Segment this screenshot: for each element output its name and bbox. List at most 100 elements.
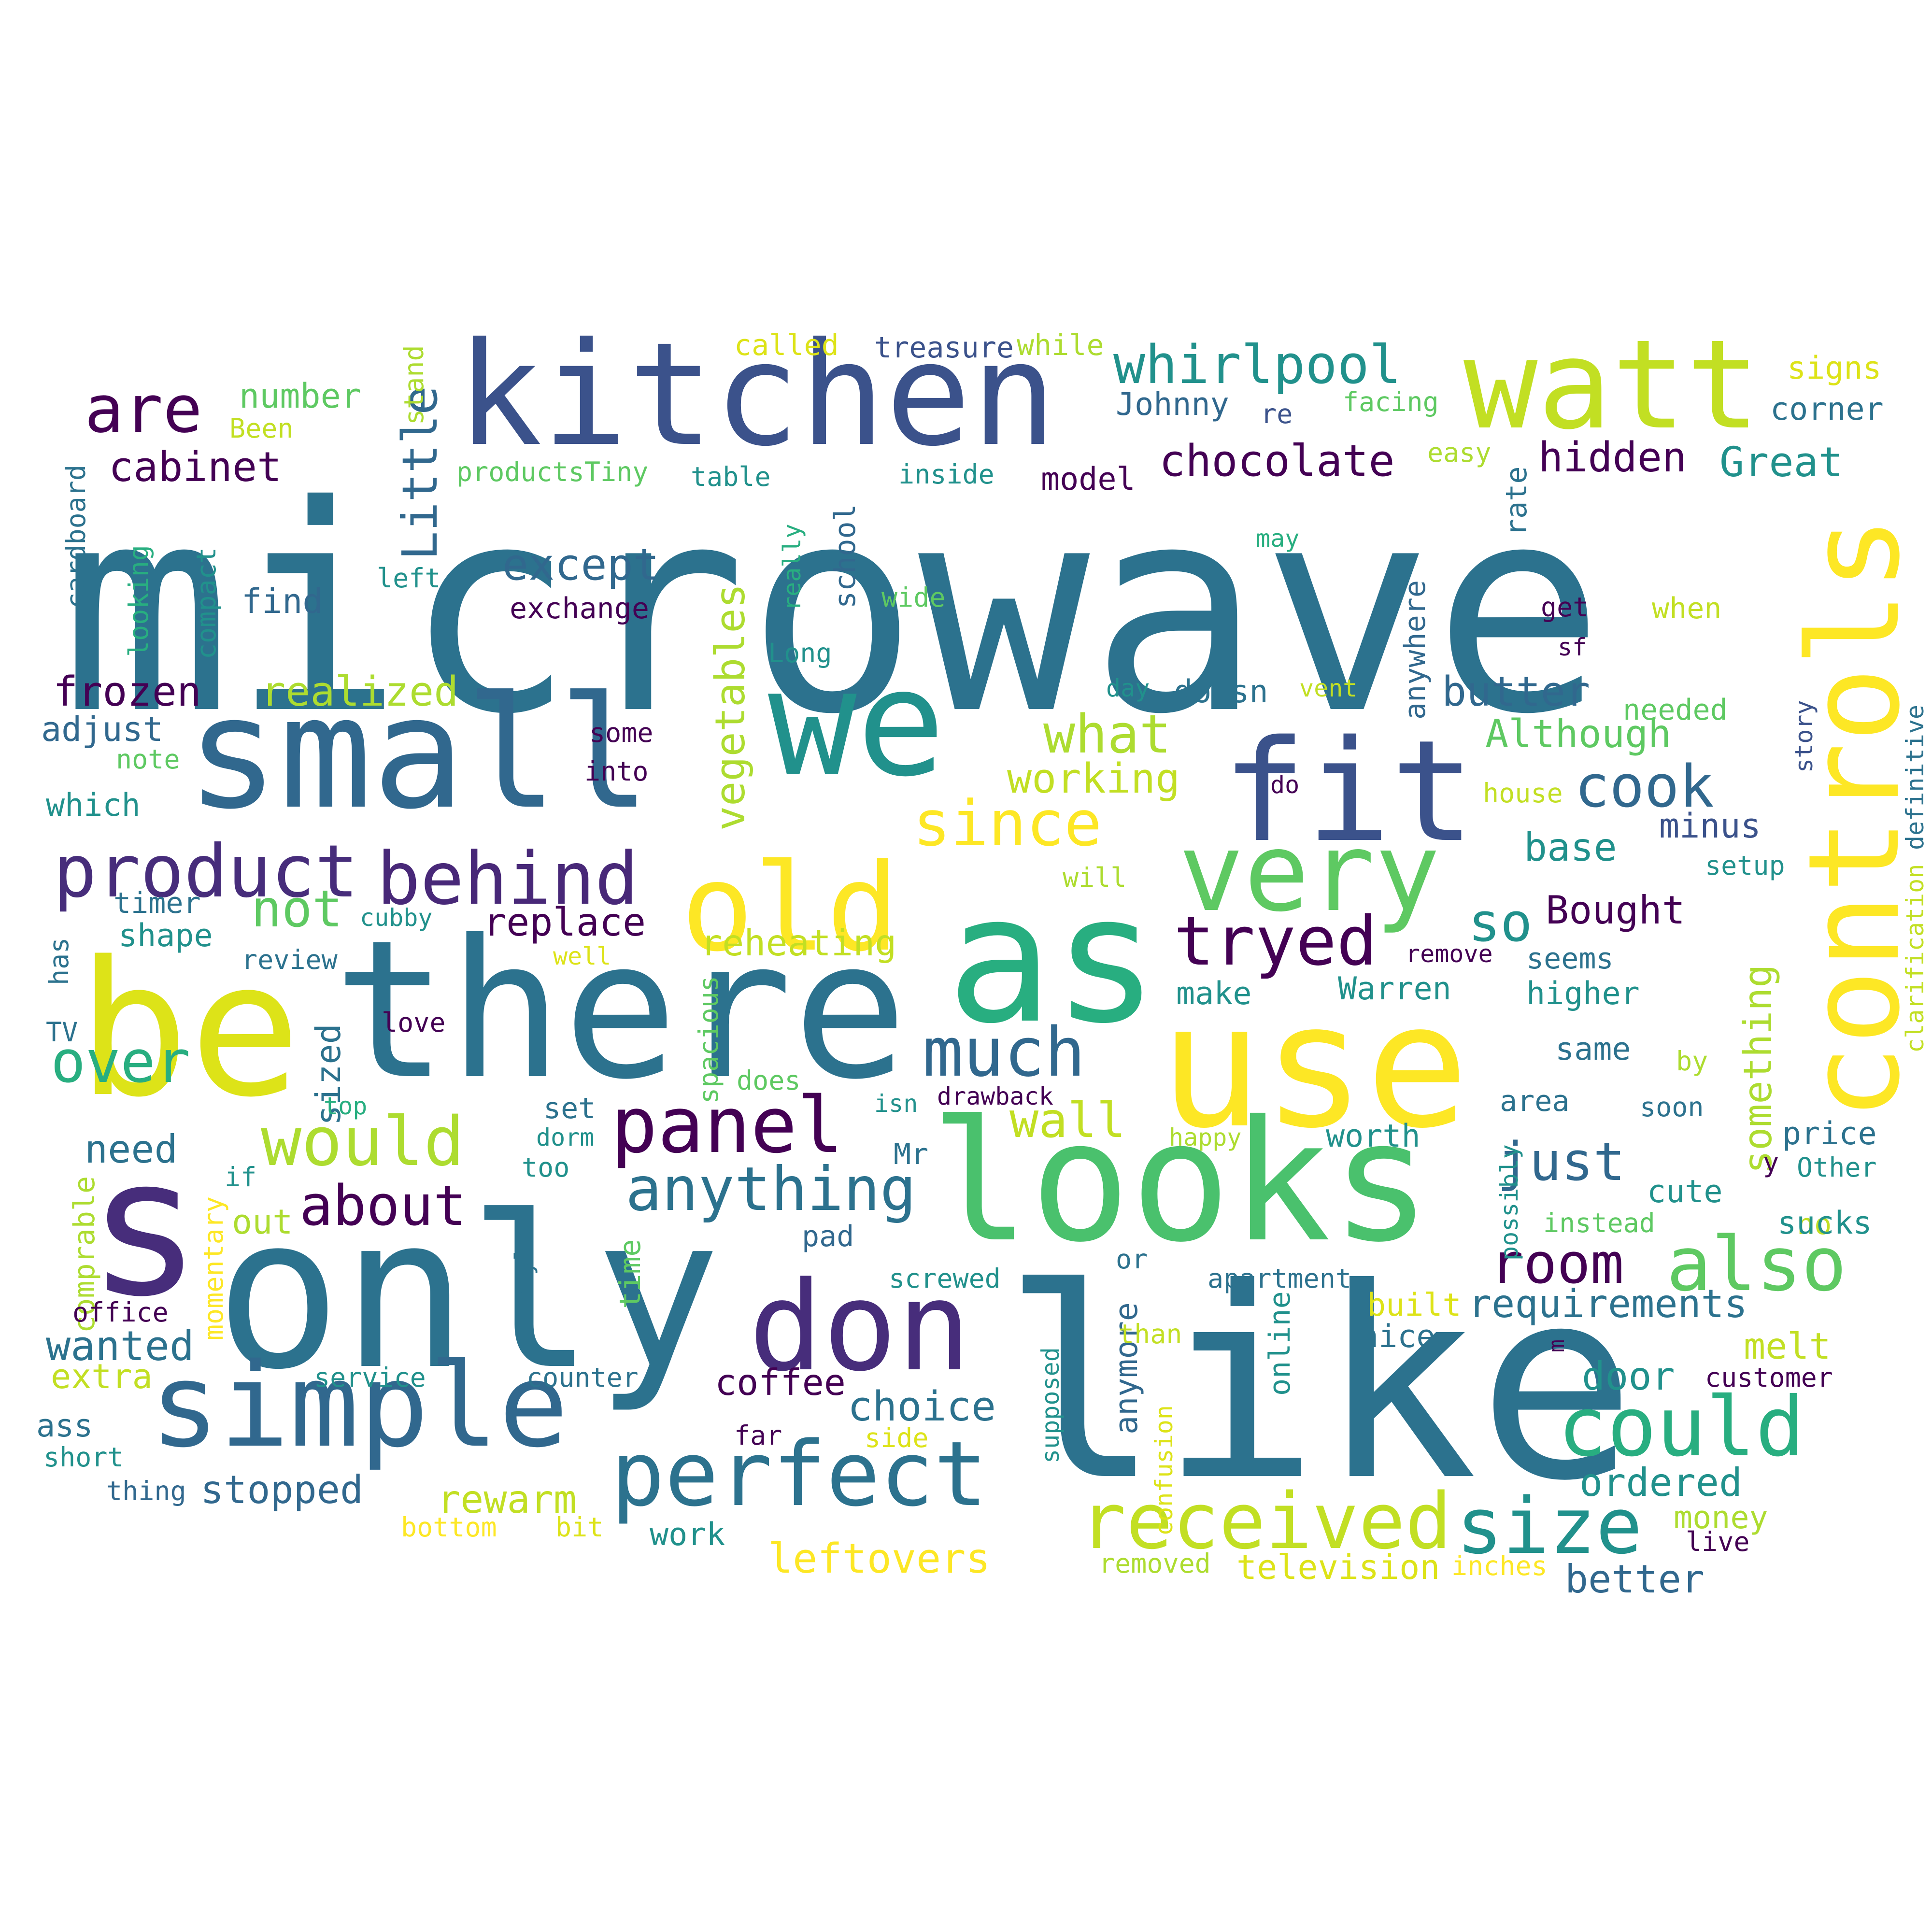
word-anything: anything: [625, 1154, 917, 1224]
word-base: base: [1524, 825, 1617, 870]
word-been: Been: [229, 413, 294, 444]
word-whirlpool: whirlpool: [1113, 334, 1402, 396]
word-number: number: [239, 376, 361, 416]
word-bought: Bought: [1546, 888, 1685, 933]
word-behind: behind: [377, 837, 639, 921]
word-side: side: [865, 1422, 929, 1453]
word-has: has: [43, 937, 74, 985]
word-could: could: [1558, 1379, 1805, 1475]
word-than: than: [1118, 1319, 1182, 1350]
word-model: model: [1041, 461, 1136, 497]
word-requirements: requirements: [1468, 1281, 1747, 1326]
word-area: area: [1500, 1084, 1570, 1118]
word-melt: melt: [1744, 1325, 1831, 1367]
word-frozen: frozen: [53, 668, 202, 716]
word-dorm: dorm: [536, 1123, 595, 1151]
word-out: out: [232, 1202, 293, 1242]
word-exchange: exchange: [510, 592, 649, 625]
word-watt: watt: [1463, 313, 1761, 457]
word-only: only: [215, 1171, 721, 1416]
word-reheating: reheating: [700, 922, 897, 964]
word-looks: looks: [930, 1085, 1432, 1279]
word-better: better: [1565, 1557, 1705, 1602]
word-something: something: [1735, 964, 1780, 1174]
word-leftovers: leftovers: [768, 1535, 991, 1583]
word-short: short: [43, 1442, 124, 1473]
word-seems: seems: [1526, 942, 1614, 976]
word-so: so: [1468, 892, 1533, 953]
word-get: get: [1541, 592, 1589, 623]
word-old: old: [681, 838, 899, 978]
word-momentary: momentary: [198, 1196, 229, 1340]
word-cardboard: cardboard: [60, 464, 91, 609]
word-supposed: supposed: [1037, 1347, 1065, 1463]
word-really: really: [778, 524, 806, 611]
word-are: are: [85, 371, 202, 447]
word-nice: nice: [1360, 1319, 1435, 1355]
word-anywhere: anywhere: [1398, 580, 1432, 720]
word-rate: rate: [1500, 466, 1534, 537]
word-higher: higher: [1526, 976, 1640, 1012]
word-isn: isn: [874, 1090, 918, 1118]
word-don: don: [749, 1255, 971, 1399]
word-productstiny: productsTiny: [456, 456, 649, 487]
word-removed: removed: [1099, 1548, 1211, 1579]
word-since: since: [913, 787, 1102, 860]
word-which: which: [46, 787, 141, 824]
word-or: or: [1116, 1244, 1148, 1275]
word-spacious: spacious: [693, 976, 724, 1104]
word-sf: sf: [1558, 633, 1587, 661]
word-perfect: perfect: [611, 1422, 988, 1526]
word-product: product: [53, 830, 359, 914]
word-counter: counter: [526, 1362, 639, 1393]
word-style: style: [510, 1231, 538, 1304]
word-soon: soon: [1640, 1092, 1704, 1122]
word-far: far: [734, 1420, 782, 1451]
word-signs: signs: [1787, 350, 1882, 386]
word-find: find: [242, 582, 323, 621]
word-doesn: doesn: [1174, 674, 1268, 710]
word-need: need: [85, 1127, 178, 1172]
word-warren: Warren: [1338, 971, 1451, 1007]
word-pad: pad: [802, 1220, 854, 1253]
word-received: received: [1080, 1476, 1452, 1566]
word-same: same: [1555, 1031, 1631, 1067]
word-fit: fit: [1222, 710, 1475, 873]
word-built: built: [1367, 1287, 1462, 1323]
word-not: not: [251, 880, 343, 938]
word-microwave: microwave: [60, 445, 1605, 777]
word-definitive: definitive: [1901, 704, 1929, 850]
word-controls: controls: [1782, 515, 1928, 1121]
word-over: over: [51, 1029, 190, 1096]
word-mr: Mr: [894, 1137, 929, 1171]
word-rewarm: rewarm: [437, 1477, 577, 1522]
word-great: Great: [1719, 439, 1843, 486]
word-small: small: [186, 664, 652, 843]
word-ass: ass: [36, 1408, 93, 1444]
word-inches: inches: [1451, 1550, 1548, 1581]
word-if: if: [225, 1162, 257, 1193]
word-wanted: wanted: [46, 1322, 195, 1370]
word-make: make: [1176, 976, 1252, 1012]
word-like: like: [1002, 1232, 1636, 1538]
word-cabinet: cabinet: [109, 443, 282, 491]
word-instead: instead: [1543, 1208, 1655, 1238]
word-much: much: [923, 1013, 1086, 1092]
word-tryed: tryed: [1174, 902, 1378, 981]
word-vent: vent: [1299, 674, 1358, 702]
word-adjust: adjust: [41, 710, 163, 749]
word-other: Other: [1797, 1152, 1877, 1183]
word-school: school: [828, 504, 862, 609]
word-note: note: [116, 744, 180, 775]
word-butter: butter: [1442, 668, 1591, 716]
word-possibly: possibly: [1495, 1144, 1523, 1261]
word-cubby: cubby: [360, 904, 433, 932]
word-m: m: [1544, 1339, 1569, 1352]
word-use: use: [1159, 966, 1469, 1166]
word-service: service: [314, 1362, 426, 1393]
word-will: will: [1063, 862, 1127, 893]
word-y: y: [1763, 1147, 1779, 1178]
word-simple: simple: [150, 1338, 568, 1473]
word-panel: panel: [611, 1080, 844, 1170]
